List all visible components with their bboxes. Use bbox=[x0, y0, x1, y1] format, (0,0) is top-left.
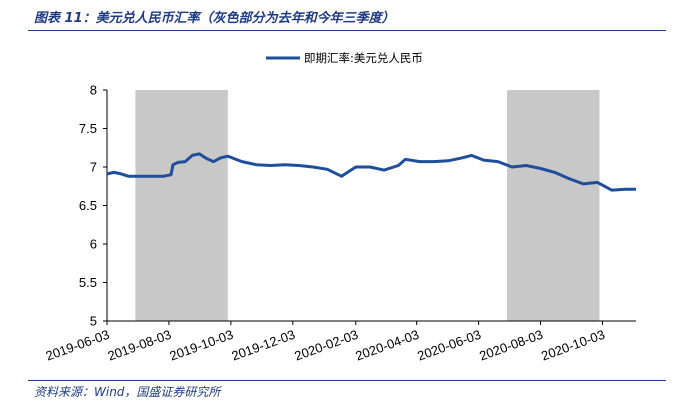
legend: 即期汇率:美元兑人民币 bbox=[266, 51, 423, 65]
fx-line-chart: 55.566.577.58 2019-06-032019-08-032019-1… bbox=[44, 51, 636, 364]
x-tick-label: 2020-06-03 bbox=[415, 327, 483, 364]
x-tick-label: 2019-10-03 bbox=[168, 327, 236, 364]
y-tick-label: 7.5 bbox=[79, 121, 97, 136]
shaded-quarter-1 bbox=[135, 90, 228, 321]
legend-label: 即期汇率:美元兑人民币 bbox=[304, 51, 423, 65]
y-tick-label: 7 bbox=[90, 160, 97, 175]
source-note: 资料来源：Wind，国盛证券研究所 bbox=[34, 385, 221, 399]
y-tick-label: 6 bbox=[90, 237, 97, 252]
x-tick-label: 2020-08-03 bbox=[477, 327, 545, 364]
x-tick-label: 2019-06-03 bbox=[44, 327, 112, 364]
x-tick-label: 2020-10-03 bbox=[539, 327, 607, 364]
y-tick-label: 5.5 bbox=[79, 275, 97, 290]
x-tick-label: 2020-02-03 bbox=[292, 327, 360, 364]
y-tick-label: 5 bbox=[90, 314, 97, 329]
series-line-usdcny bbox=[106, 152, 636, 192]
y-tick-label: 6.5 bbox=[79, 198, 97, 213]
shaded-quarter-2 bbox=[507, 90, 600, 321]
x-tick-label: 2019-08-03 bbox=[106, 327, 174, 364]
x-tick-label: 2019-12-03 bbox=[229, 327, 297, 364]
y-tick-label: 8 bbox=[90, 83, 97, 98]
figure-title: 图表 11：美元兑人民币汇率（灰色部分为去年和今年三季度） bbox=[34, 11, 395, 26]
source-rule bbox=[28, 380, 666, 381]
x-tick-label: 2020-04-03 bbox=[353, 327, 421, 364]
title-rule bbox=[28, 30, 666, 31]
